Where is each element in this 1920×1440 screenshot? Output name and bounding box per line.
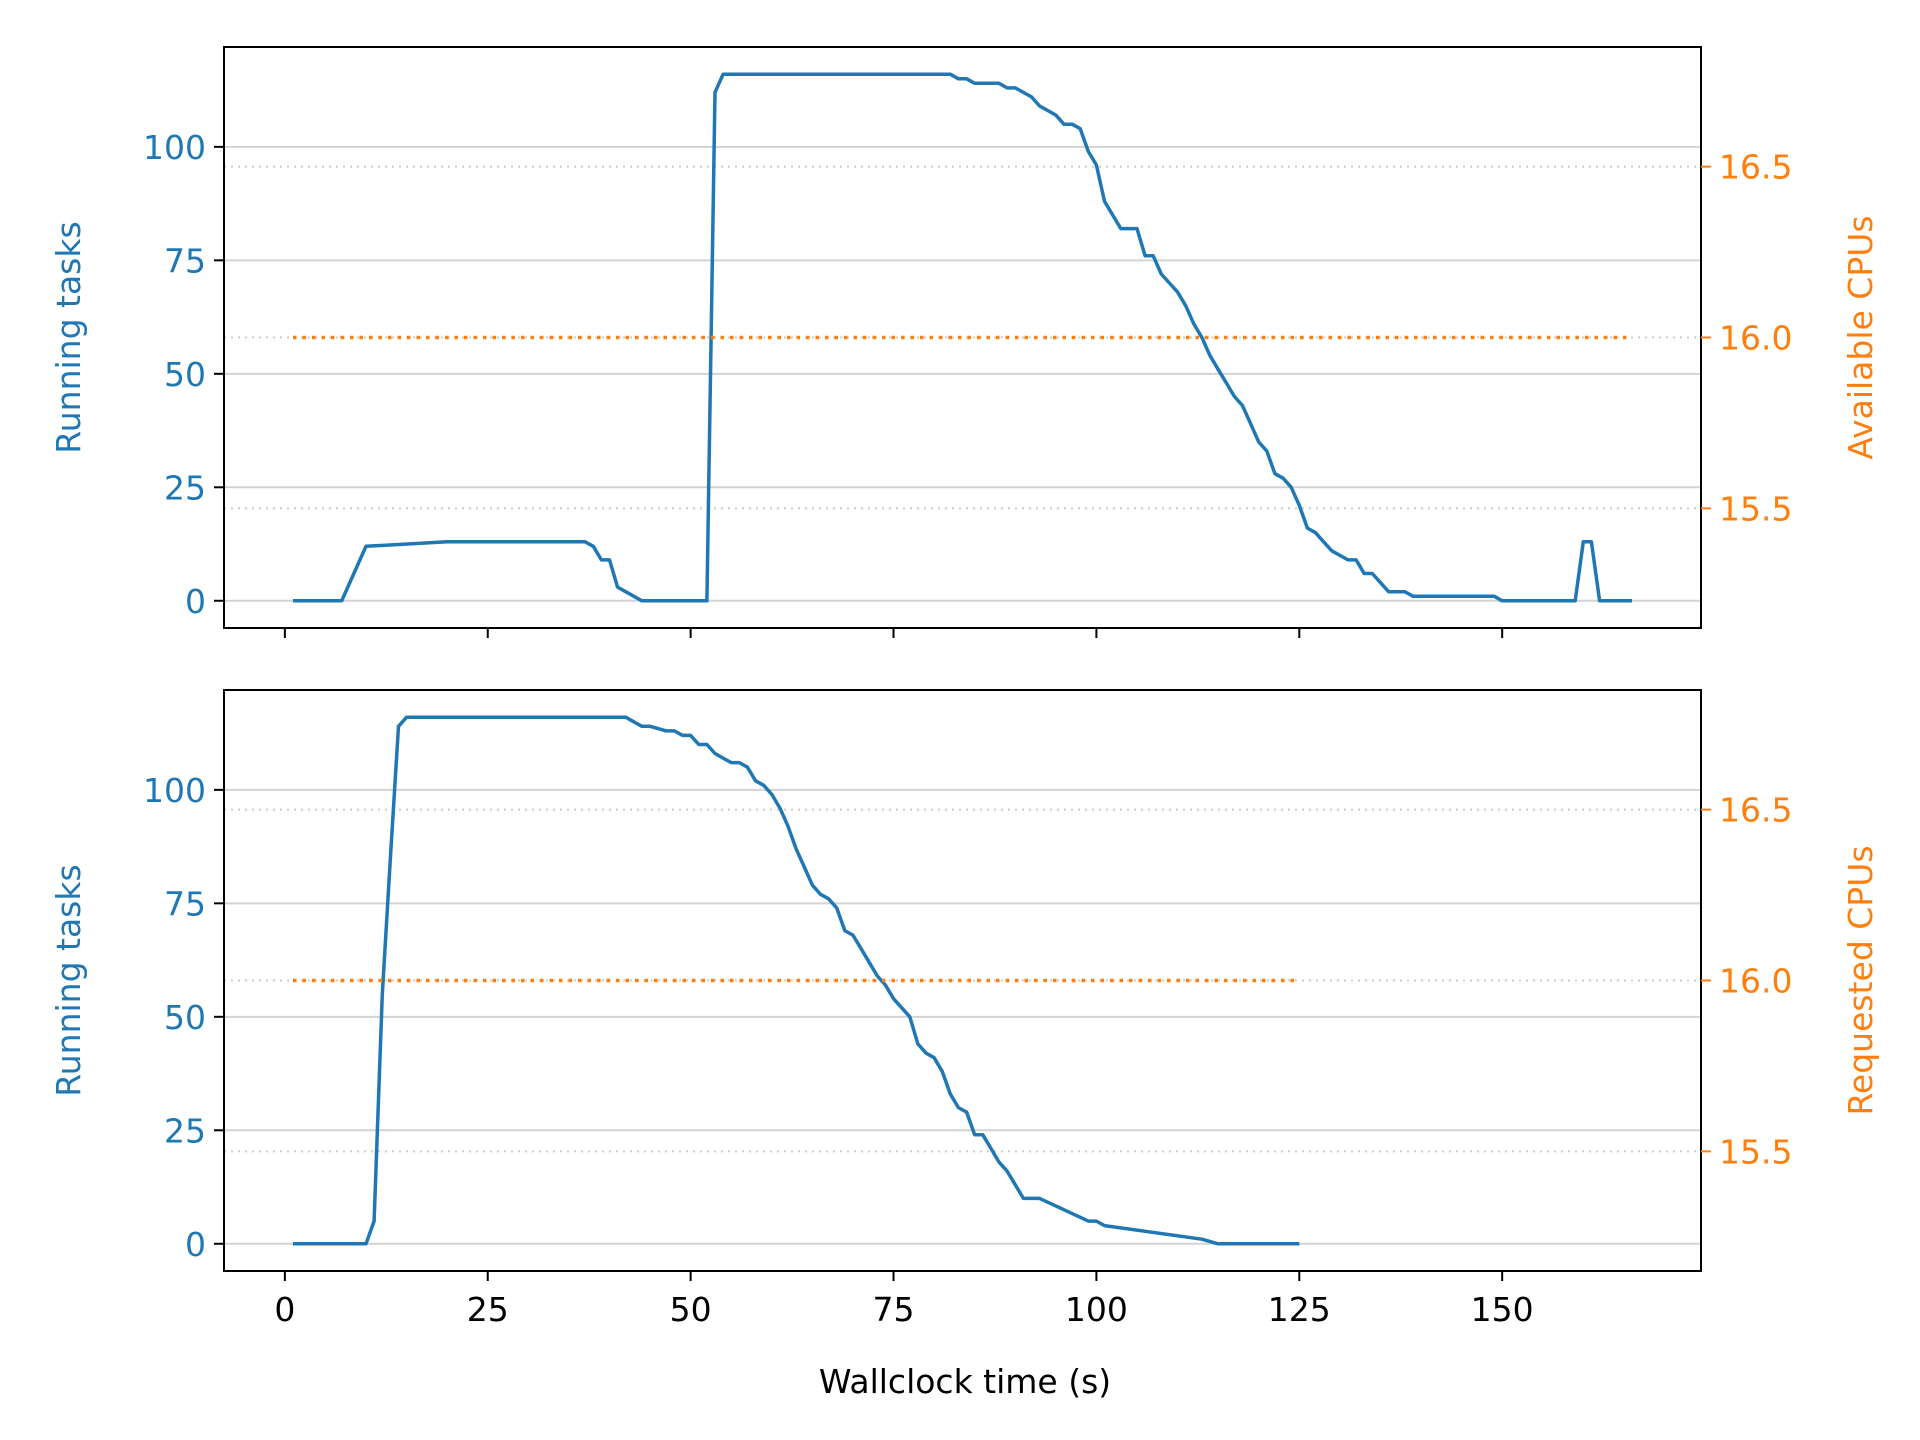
bottom-panel-running-tasks-line <box>293 715 1300 1246</box>
top-panel-right-tick-label: 16.0 <box>1719 319 1792 358</box>
bottom-panel-lines <box>293 715 1300 1246</box>
x-tick-label: 0 <box>274 1290 295 1329</box>
top-panel-left-ticks: 0 25 50 75 100 <box>143 128 224 621</box>
top-panel-left-tick-label: 25 <box>164 468 206 507</box>
top-panel-running-tasks-line <box>293 72 1632 603</box>
bottom-panel-right-tick-label: 16.5 <box>1719 791 1792 830</box>
top-panel-left-tick-label: 100 <box>143 128 206 167</box>
x-axis-label: Wallclock time (s) <box>819 1362 1111 1401</box>
bottom-panel-left-ticks: 0 25 50 75 100 <box>143 771 224 1264</box>
top-panel-right-ticks: 15.5 16.0 16.5 <box>1701 148 1792 528</box>
bottom-panel-left-axis-label: Running tasks <box>49 864 88 1096</box>
bottom-panel-left-tick-label: 50 <box>164 998 206 1037</box>
top-panel-lines <box>293 72 1632 603</box>
bottom-panel-left-tick-label: 25 <box>164 1111 206 1150</box>
bottom-panel-left-tick-label: 100 <box>143 771 206 810</box>
top-panel-right-tick-label: 15.5 <box>1719 489 1792 528</box>
top-panel-right-tick-label: 16.5 <box>1719 148 1792 187</box>
top-panel-left-tick-label: 50 <box>164 355 206 394</box>
bottom-panel-right-tick-label: 15.5 <box>1719 1132 1792 1171</box>
x-tick-label: 50 <box>670 1290 712 1329</box>
x-tick-label: 150 <box>1471 1290 1534 1329</box>
bottom-panel-x-ticks: 0 25 50 75 100 125 150 <box>274 1271 1534 1329</box>
bottom-panel-left-tick-label: 75 <box>164 884 206 923</box>
x-tick-label: 125 <box>1268 1290 1331 1329</box>
top-panel: 0 25 50 75 100 15.5 16.0 16.5 Running tasks Av… <box>49 46 1880 638</box>
bottom-panel-right-tick-label: 16.0 <box>1719 962 1792 1001</box>
x-tick-label: 75 <box>873 1290 915 1329</box>
bottom-panel-right-ticks: 15.5 16.0 16.5 <box>1701 791 1792 1171</box>
x-tick-label: 25 <box>467 1290 509 1329</box>
top-panel-x-ticks <box>283 628 1504 638</box>
top-panel-left-tick-label: 75 <box>164 241 206 280</box>
top-panel-grid <box>224 145 1701 602</box>
top-panel-right-axis-label: Available CPUs <box>1841 215 1880 459</box>
top-panel-left-tick-label: 0 <box>185 582 206 621</box>
bottom-panel-right-axis-label: Requested CPUs <box>1841 845 1880 1115</box>
bottom-panel: 0 25 50 75 100 125 150 0 25 50 75 100 15.5 16.0 16.5… <box>49 689 1880 1329</box>
bottom-panel-left-tick-label: 0 <box>185 1225 206 1264</box>
bottom-panel-grid <box>224 788 1701 1245</box>
top-panel-left-axis-label: Running tasks <box>49 221 88 453</box>
x-tick-label: 100 <box>1065 1290 1128 1329</box>
